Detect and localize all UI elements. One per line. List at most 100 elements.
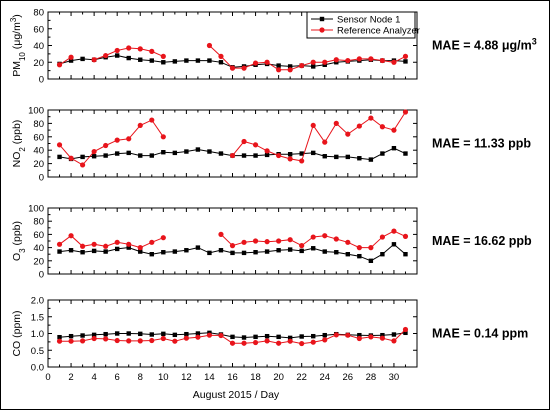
y-tick-label: 0 [39,75,44,86]
data-point-circle [310,59,316,65]
x-tick-label: 24 [319,372,330,383]
data-point-square [114,151,120,156]
x-tick-label: 6 [115,372,120,383]
data-point-circle [56,62,63,68]
data-point-square [138,153,143,158]
data-point-circle [264,148,270,154]
data-point-circle [368,56,374,62]
data-point-circle [264,338,270,344]
data-point-square [172,59,178,64]
data-point-circle [322,139,328,145]
y-tick-label: 0 [39,270,44,281]
data-point-circle [229,65,236,71]
y-tick-label: 40 [33,243,44,254]
data-point-circle [276,152,282,159]
legend-marker-circle [319,27,325,33]
y-axis-title: CO (ppm) [11,310,23,356]
data-point-square [276,63,281,68]
data-point-circle [356,123,362,129]
data-point-square [80,333,85,338]
data-point-circle [356,335,362,342]
x-tick-label: 22 [296,372,307,383]
y-tick-label: 0.0 [31,363,44,374]
data-point-circle [114,239,120,245]
y-tick-label: 80 [33,217,44,228]
data-point-circle [379,124,386,130]
y-tick-label: 20 [33,256,44,267]
data-point-circle [103,52,109,59]
x-tick-label: 16 [227,372,238,383]
data-point-square [264,333,270,339]
data-point-circle [379,234,386,240]
data-point-circle [333,57,339,63]
data-point-square [345,252,351,257]
data-point-circle [345,239,351,245]
mae-label: MAE = 4.88 μg/m3 [432,37,537,53]
y-tick-label: 20 [33,159,44,170]
y-tick-label: 60 [33,24,44,35]
data-point-square [184,149,189,154]
mae-label: MAE = 16.62 ppb [432,234,532,248]
data-point-square [253,334,258,340]
data-point-square [380,332,385,338]
data-point-circle [160,235,166,241]
data-point-square [311,246,316,251]
data-point-circle [402,109,409,115]
data-point-circle [345,57,351,64]
data-point-circle [402,53,409,59]
data-point-square [195,331,201,336]
data-point-square [149,332,154,337]
data-point-square [80,56,85,62]
data-point-circle [287,156,293,162]
data-point-circle [322,59,328,65]
y-tick-label: 40 [33,41,44,52]
data-point-square [103,249,108,254]
data-point-circle [241,340,247,346]
data-point-square [276,334,281,340]
data-point-square [287,335,293,341]
data-point-square [334,154,339,160]
data-point-square [195,58,201,63]
series-reference-analyzer [56,326,409,347]
data-point-circle [368,334,374,340]
mae-label: MAE = 0.14 ppm [432,327,528,341]
data-point-circle [183,335,189,341]
data-point-circle [310,122,316,129]
y-axis-title: NO2 (ppb) [11,120,27,168]
data-point-circle [299,340,305,347]
y-axis-title: O3 (ppb) [11,221,27,261]
data-point-circle [79,338,86,344]
data-point-square [403,330,408,336]
data-point-circle [68,338,74,344]
data-point-square [241,153,247,158]
data-point-square [230,334,235,340]
x-tick-label: 20 [273,372,284,383]
data-point-circle [299,63,305,69]
data-point-square [241,250,247,256]
data-point-square [161,331,166,337]
data-point-square [391,145,397,151]
data-point-square [299,248,304,254]
data-point-circle [241,65,247,71]
data-point-circle [56,241,63,247]
mae-label: MAE = 11.33 ppb [432,137,531,151]
data-point-square [391,242,397,247]
y-tick-label: 20 [33,58,44,69]
data-point-circle [149,117,155,123]
data-point-square [172,332,178,338]
data-point-circle [79,162,86,168]
data-point-circle [333,236,339,242]
data-point-circle [252,238,259,244]
data-point-circle [333,332,339,338]
data-point-square [380,252,385,257]
panel-4: 0.0 0.5 1.0 1.5 2.0 CO (ppm) MAE = 0.14 ppm [11,296,528,374]
data-point-square [357,332,362,338]
series-sensor-node-1 [57,242,408,263]
data-point-square [91,332,97,338]
data-point-square [322,154,327,159]
data-point-square [172,249,178,254]
data-point-circle [229,340,236,346]
data-point-circle [56,142,63,148]
data-point-circle [91,335,97,342]
